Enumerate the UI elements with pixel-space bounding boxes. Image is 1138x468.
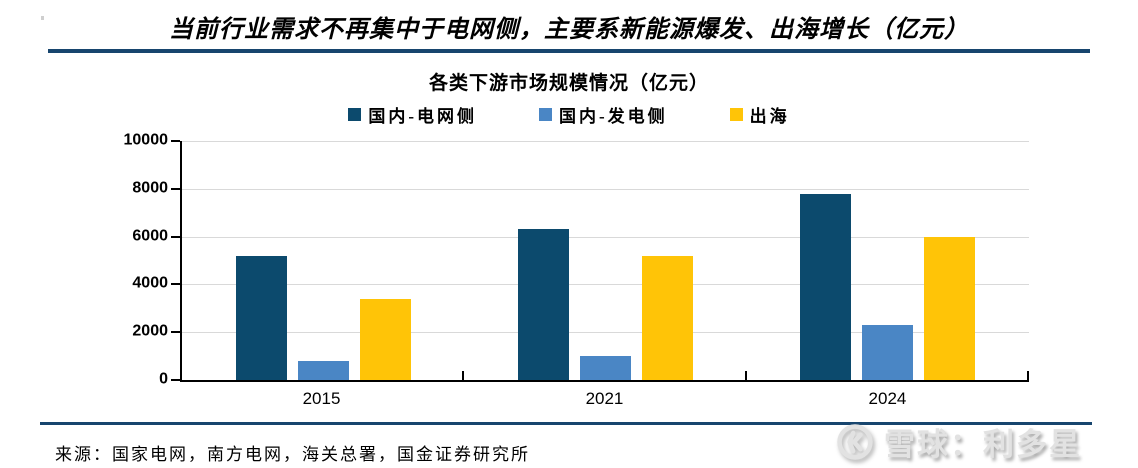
bar bbox=[297, 360, 349, 380]
bar-chart: 各类下游市场规模情况（亿元） 国内-电网侧 国内-发电侧 出海 10000 8000 6… bbox=[0, 68, 1138, 409]
bar bbox=[641, 255, 693, 380]
x-axis-label: 2024 bbox=[868, 389, 907, 408]
chart-title: 各类下游市场规模情况（亿元） bbox=[428, 73, 709, 94]
y-axis-tick bbox=[171, 187, 180, 190]
artifact-dot bbox=[41, 16, 44, 20]
xueqiu-logo-icon bbox=[837, 423, 873, 460]
x-axis-label: 2015 bbox=[302, 389, 341, 408]
legend-label: 出海 bbox=[749, 107, 790, 126]
y-axis-tick bbox=[171, 140, 180, 142]
bar bbox=[579, 356, 631, 380]
legend-label: 国内-发电侧 bbox=[559, 107, 668, 126]
bar bbox=[862, 325, 914, 380]
y-axis-label: 10000 bbox=[123, 131, 169, 149]
y-axis-label: 0 bbox=[159, 370, 168, 388]
y-axis-label: 4000 bbox=[132, 275, 168, 293]
bar bbox=[359, 298, 411, 380]
bar bbox=[924, 236, 976, 380]
x-axis-labels: 2015 2021 2024 bbox=[180, 389, 1029, 409]
plot-area: 10000 8000 6000 4000 2000 0 bbox=[124, 132, 1029, 388]
watermark-text: 雪球：利多星 bbox=[884, 427, 1082, 462]
gridline bbox=[182, 332, 1029, 334]
x-axis-tick bbox=[462, 371, 465, 380]
bar bbox=[235, 255, 287, 380]
legend-item: 出海 bbox=[729, 102, 790, 127]
title-divider bbox=[48, 49, 1090, 53]
bar-group bbox=[464, 141, 746, 380]
bottom-divider bbox=[40, 422, 1092, 425]
source-note: 来源：国家电网，南方电网，海关总署，国金证券研究所 bbox=[55, 445, 530, 464]
legend-item: 国内-电网侧 bbox=[348, 102, 477, 127]
gridline bbox=[182, 284, 1029, 286]
y-axis-label: 2000 bbox=[132, 322, 168, 340]
y-axis-tick bbox=[171, 379, 180, 381]
y-axis-label: 6000 bbox=[132, 227, 168, 245]
bar-group bbox=[182, 141, 464, 380]
y-axis-tick bbox=[171, 235, 180, 238]
bar bbox=[800, 193, 852, 380]
legend-swatch bbox=[348, 108, 362, 121]
page-title: 当前行业需求不再集中于电网侧，主要系新能源爆发、出海增长（亿元） bbox=[169, 17, 969, 43]
legend-swatch bbox=[539, 108, 552, 121]
legend-swatch bbox=[729, 108, 743, 121]
y-axis-tick bbox=[171, 283, 180, 286]
x-axis-label: 2021 bbox=[585, 389, 624, 408]
x-axis-tick bbox=[1027, 371, 1029, 380]
bar-group bbox=[747, 141, 1029, 380]
gridline bbox=[182, 141, 1029, 142]
bar bbox=[517, 229, 569, 380]
chart-legend: 国内-电网侧 国内-发电侧 出海 bbox=[0, 102, 1138, 127]
x-axis-tick bbox=[744, 371, 747, 380]
gridline bbox=[182, 188, 1029, 190]
legend-item: 国内-发电侧 bbox=[539, 102, 668, 127]
watermark: 雪球：利多星 bbox=[835, 419, 1082, 464]
y-axis-tick bbox=[171, 331, 180, 334]
gridline bbox=[182, 236, 1029, 238]
legend-label: 国内-电网侧 bbox=[368, 107, 477, 126]
y-axis-label: 8000 bbox=[132, 179, 168, 197]
